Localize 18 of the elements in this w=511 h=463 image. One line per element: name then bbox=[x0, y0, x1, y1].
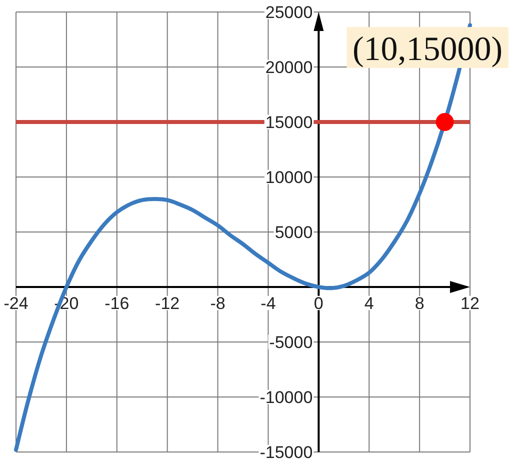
x-tick-label: 0 bbox=[314, 294, 324, 313]
y-tick-label: -15000 bbox=[260, 442, 313, 462]
x-tick-label: -24 bbox=[4, 294, 28, 313]
y-tick-label: 5000 bbox=[274, 222, 313, 242]
y-tick-label: 20000 bbox=[265, 58, 313, 77]
x-tick-label: -4 bbox=[260, 294, 276, 313]
annotation: (10,15000) bbox=[352, 30, 503, 68]
x-tick-label: 12 bbox=[460, 294, 480, 313]
x-tick-label: -12 bbox=[155, 294, 180, 313]
x-tick-label: -16 bbox=[104, 294, 130, 313]
x-tick-label: 4 bbox=[364, 294, 374, 313]
y-tick-label: 15000 bbox=[265, 112, 313, 132]
y-tick-label: 25000 bbox=[265, 2, 313, 22]
y-tick-label: -10000 bbox=[260, 388, 313, 407]
x-tick-label: -8 bbox=[210, 294, 226, 313]
x-tick-label: 8 bbox=[414, 294, 424, 313]
y-tick-label: 10000 bbox=[265, 168, 313, 187]
y-tick-label: -5000 bbox=[269, 332, 313, 352]
